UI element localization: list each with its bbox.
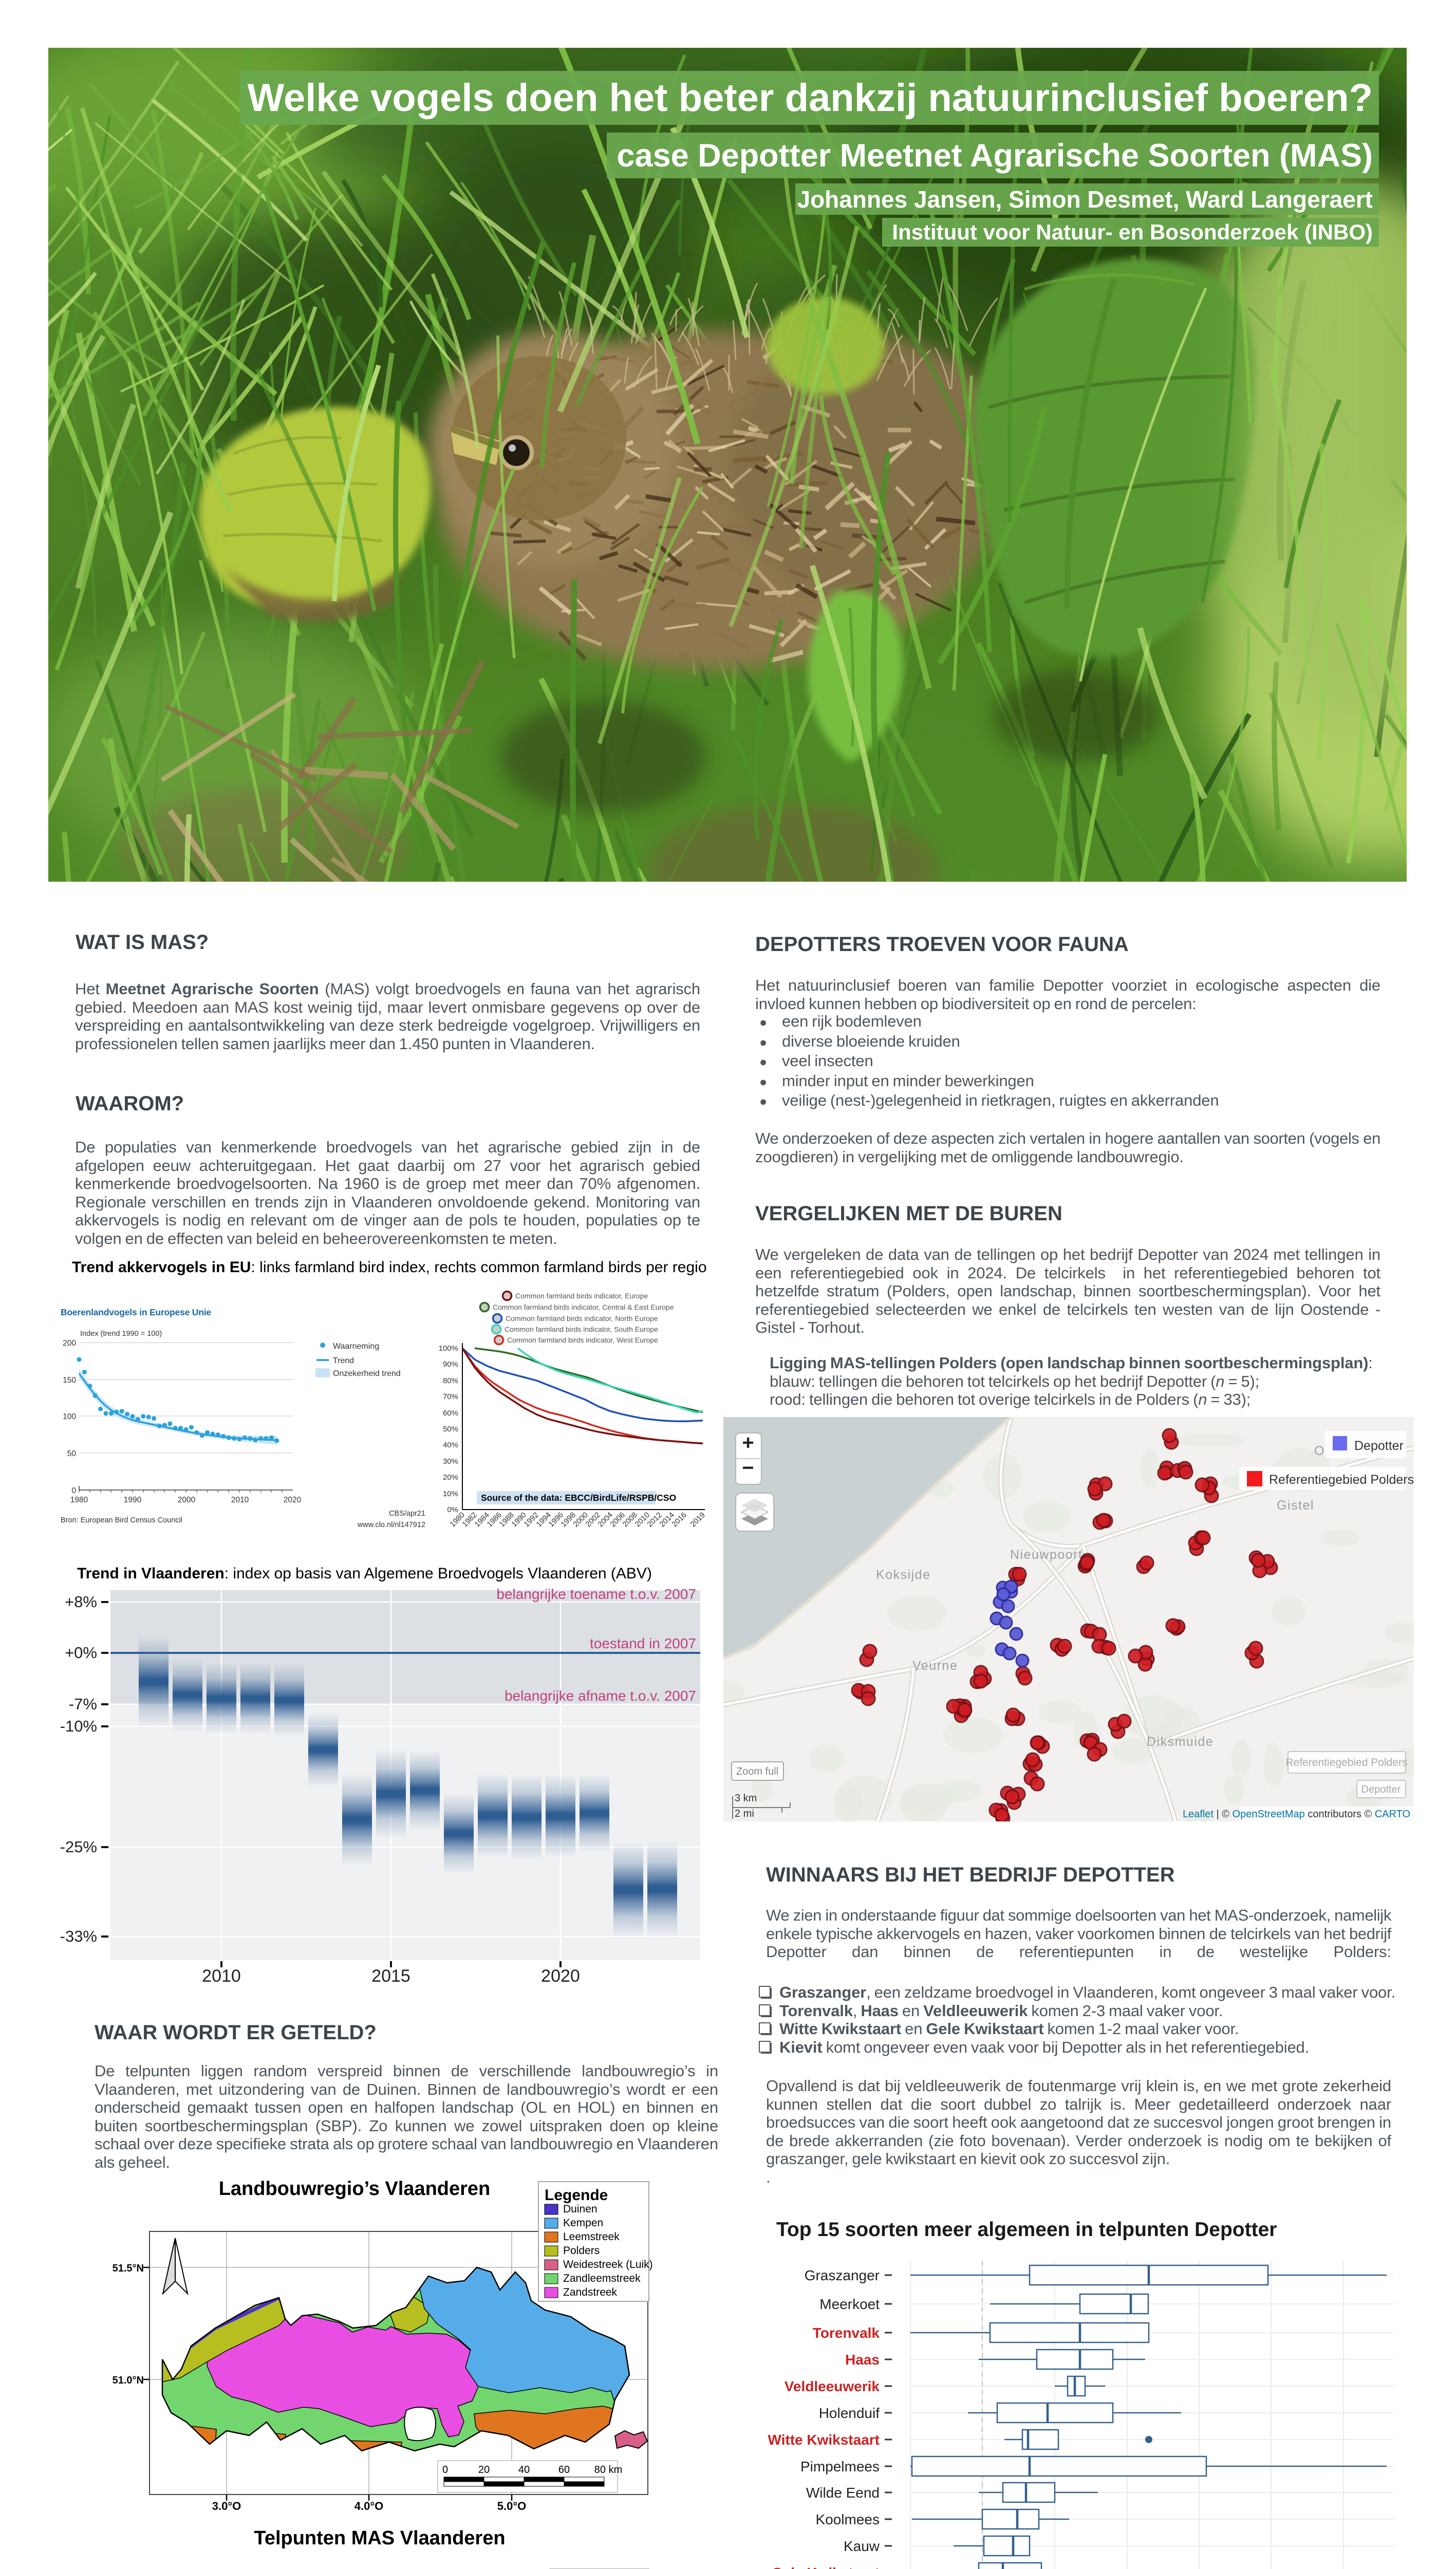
svg-text:+0%: +0% [65, 1644, 97, 1662]
svg-text:Leaflet | © OpenStreetMap cont: Leaflet | © OpenStreetMap contributors ©… [1183, 1809, 1410, 1820]
svg-text:Common farmland birds indicato: Common farmland birds indicator, Central… [493, 1303, 674, 1311]
svg-text:40: 40 [518, 2464, 530, 2475]
svg-text:toestand in 2007: toestand in 2007 [590, 1635, 696, 1651]
svg-text:Nieuwpoort: Nieuwpoort [1010, 1548, 1082, 1562]
svg-text:Common farmland birds indicato: Common farmland birds indicator, North E… [506, 1314, 658, 1323]
svg-text:Gistel: Gistel [1277, 1498, 1314, 1513]
svg-text:Common farmland birds indicato: Common farmland birds indicator, Europe [515, 1292, 648, 1300]
svg-text:80 km: 80 km [594, 2464, 622, 2475]
svg-text:Depotter: Depotter [1361, 1784, 1401, 1795]
svg-text:4.0°O: 4.0°O [354, 2500, 384, 2512]
svg-text:Leemstreek: Leemstreek [563, 2231, 620, 2243]
svg-text:2000: 2000 [178, 1496, 196, 1504]
svg-text:50%: 50% [443, 1425, 458, 1434]
svg-text:belangrijke toename t.o.v. 200: belangrijke toename t.o.v. 2007 [496, 1586, 696, 1602]
svg-text:60: 60 [558, 2464, 570, 2475]
svg-text:-25%: -25% [60, 1838, 97, 1856]
svg-text:Koolmees: Koolmees [815, 2511, 880, 2527]
svg-text:Wilde Eend: Wilde Eend [806, 2485, 880, 2501]
svg-text:Boerenlandvogels in Europese U: Boerenlandvogels in Europese Unie [61, 1307, 211, 1317]
svg-text:40%: 40% [443, 1441, 458, 1449]
svg-text:Veldleeuwerik: Veldleeuwerik [785, 2378, 880, 2394]
svg-text:Zandstreek: Zandstreek [563, 2286, 618, 2298]
svg-text:2020: 2020 [541, 1966, 580, 1986]
svg-text:Referentiegebied Polders: Referentiegebied Polders [1269, 1473, 1414, 1487]
svg-text:5.0°O: 5.0°O [497, 2500, 527, 2512]
svg-text:3 km: 3 km [735, 1793, 757, 1804]
svg-text:belangrijke afname t.o.v. 2007: belangrijke afname t.o.v. 2007 [505, 1688, 696, 1704]
svg-text:50: 50 [67, 1449, 77, 1458]
svg-text:Zoom full: Zoom full [736, 1766, 778, 1777]
svg-text:51.5°N: 51.5°N [113, 2263, 144, 2274]
svg-text:2010: 2010 [202, 1966, 241, 1986]
svg-text:30%: 30% [443, 1457, 458, 1466]
svg-text:Landbouwregio’s Vlaanderen: Landbouwregio’s Vlaanderen [219, 2178, 491, 2200]
svg-text:Common farmland birds indicato: Common farmland birds indicator, South E… [505, 1325, 658, 1333]
svg-text:150: 150 [63, 1376, 76, 1385]
svg-text:Bron: European Bird Census Cou: Bron: European Bird Census Council [61, 1516, 182, 1524]
svg-text:Waarneming: Waarneming [333, 1342, 379, 1351]
svg-text:Veurne: Veurne [912, 1659, 958, 1673]
svg-text:Onzekerheid trend: Onzekerheid trend [333, 1369, 401, 1378]
svg-text:Zandleemstreek: Zandleemstreek [563, 2273, 641, 2284]
svg-text:Graszanger: Graszanger [805, 2267, 880, 2283]
svg-text:2010: 2010 [231, 1496, 249, 1504]
svg-text:20%: 20% [443, 1473, 458, 1482]
svg-text:51.0°N: 51.0°N [113, 2375, 144, 2386]
svg-text:Kempen: Kempen [563, 2217, 603, 2229]
svg-text:Index (trend 1990 = 100): Index (trend 1990 = 100) [80, 1330, 162, 1338]
svg-text:0: 0 [71, 1486, 76, 1495]
svg-text:+8%: +8% [65, 1593, 97, 1611]
svg-text:-7%: -7% [69, 1695, 97, 1713]
svg-text:Diksmuide: Diksmuide [1147, 1735, 1214, 1749]
svg-text:Common farmland birds indicato: Common farmland birds indicator, West Eu… [507, 1336, 658, 1344]
svg-text:3.0°O: 3.0°O [212, 2500, 241, 2512]
svg-text:Kauw: Kauw [844, 2538, 880, 2554]
svg-text:Trend: Trend [333, 1356, 354, 1365]
svg-text:Weidestreek (Luik): Weidestreek (Luik) [563, 2259, 653, 2270]
svg-text:90%: 90% [443, 1360, 458, 1369]
svg-text:CBS/apr21: CBS/apr21 [389, 1510, 425, 1518]
svg-text:Telpunten MAS Vlaanderen: Telpunten MAS Vlaanderen [254, 2527, 505, 2549]
svg-text:Meerkoet: Meerkoet [819, 2296, 880, 2312]
svg-text:2020: 2020 [284, 1496, 302, 1504]
svg-text:Torenvalk: Torenvalk [813, 2325, 880, 2341]
svg-text:www.clo.nl/nl147912: www.clo.nl/nl147912 [357, 1521, 425, 1529]
svg-text:2 mi: 2 mi [735, 1808, 754, 1819]
svg-text:100%: 100% [439, 1344, 458, 1353]
svg-text:Haas: Haas [845, 2352, 880, 2368]
svg-text:10%: 10% [443, 1490, 458, 1498]
svg-text:-10%: -10% [60, 1717, 97, 1735]
svg-text:70%: 70% [443, 1392, 458, 1401]
svg-text:Witte Kwikstaart: Witte Kwikstaart [768, 2432, 880, 2448]
svg-text:60%: 60% [443, 1409, 458, 1418]
svg-text:1980: 1980 [70, 1496, 88, 1504]
svg-text:−: − [742, 1457, 754, 1479]
svg-text:-33%: -33% [60, 1927, 97, 1945]
svg-text:2016: 2016 [670, 1511, 688, 1529]
svg-text:Gele Kwikstaart: Gele Kwikstaart [772, 2565, 880, 2569]
svg-text:Legende: Legende [545, 2187, 608, 2204]
svg-text:100: 100 [63, 1412, 76, 1421]
svg-text:20: 20 [478, 2464, 490, 2475]
svg-text:Depotter: Depotter [1354, 1439, 1404, 1453]
svg-text:2019: 2019 [688, 1511, 707, 1529]
svg-text:80%: 80% [443, 1376, 458, 1385]
svg-text:Polders: Polders [563, 2245, 600, 2257]
svg-text:0%: 0% [447, 1505, 458, 1514]
svg-text:+: + [742, 1431, 754, 1454]
svg-text:2015: 2015 [371, 1966, 410, 1986]
svg-text:0: 0 [442, 2464, 448, 2475]
svg-text:1990: 1990 [124, 1496, 142, 1504]
svg-text:Pimpelmees: Pimpelmees [800, 2459, 880, 2474]
svg-text:200: 200 [63, 1339, 76, 1348]
svg-text:Referentiegebied Polders: Referentiegebied Polders [1286, 1757, 1408, 1768]
svg-text:Source of the data: EBCC/BirdL: Source of the data: EBCC/BirdLife/RSPB/C… [481, 1493, 676, 1503]
svg-text:Holenduif: Holenduif [819, 2405, 880, 2421]
svg-text:Koksijde: Koksijde [876, 1568, 931, 1582]
svg-text:Duinen: Duinen [563, 2203, 598, 2215]
